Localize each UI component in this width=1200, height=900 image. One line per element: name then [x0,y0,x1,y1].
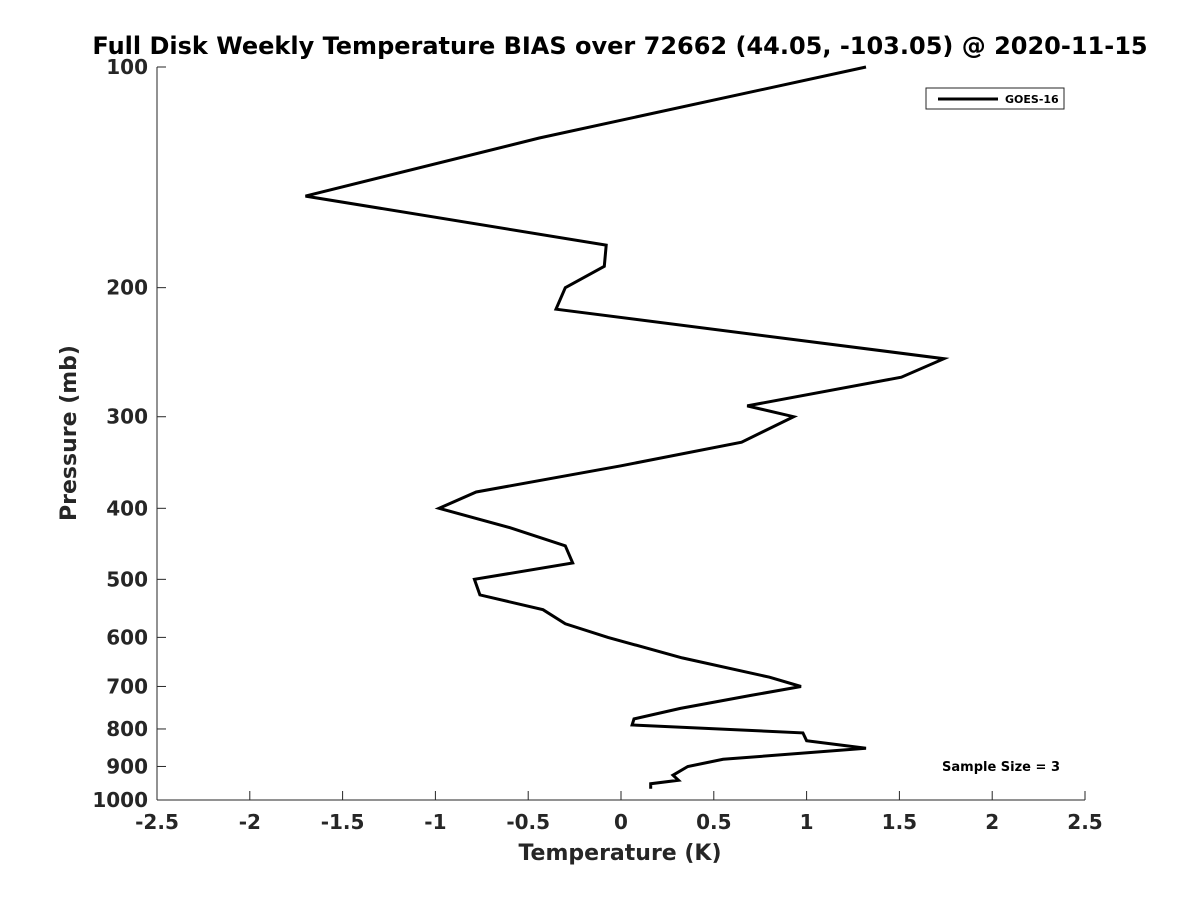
x-tick-label: 2 [985,810,999,834]
x-tick-label: 0.5 [696,810,731,834]
sample-size-annotation: Sample Size = 3 [942,760,1060,775]
y-tick-label: 300 [106,405,148,429]
x-ticks: -2.5 -2 -1.5 -1 -0.5 0 0.5 1 1.5 2 2.5 [135,791,1103,834]
y-tick-label: 500 [106,567,148,591]
y-tick-label: 200 [106,276,148,300]
y-ticks: 100 200 300 400 500 600 700 800 900 1000 [92,55,166,812]
x-tick-label: -1.5 [321,810,365,834]
legend: GOES-16 [925,87,1065,110]
y-tick-label: 700 [106,674,148,698]
x-tick-label: 1.5 [882,810,917,834]
x-tick-label: -1 [424,810,446,834]
y-tick-label: 400 [106,496,148,520]
series-line-goes-16 [305,65,950,789]
x-tick-label: 1 [800,810,814,834]
series-layer [305,65,950,789]
legend-label-goes-16: GOES-16 [1005,93,1059,106]
y-tick-label: 100 [106,55,148,79]
y-tick-label: 800 [106,717,148,741]
x-tick-label: -0.5 [506,810,550,834]
y-axis-label: Pressure (mb) [57,345,82,521]
y-tick-label: 1000 [92,788,148,812]
y-tick-label: 900 [106,754,148,778]
x-tick-label: -2 [239,810,261,834]
y-tick-label: 600 [106,625,148,649]
x-tick-label: 2.5 [1067,810,1102,834]
x-tick-label: 0 [614,810,628,834]
x-tick-label: -2.5 [135,810,179,834]
x-axis-label: Temperature (K) [518,841,721,866]
chart-title: Full Disk Weekly Temperature BIAS over 7… [92,32,1147,60]
